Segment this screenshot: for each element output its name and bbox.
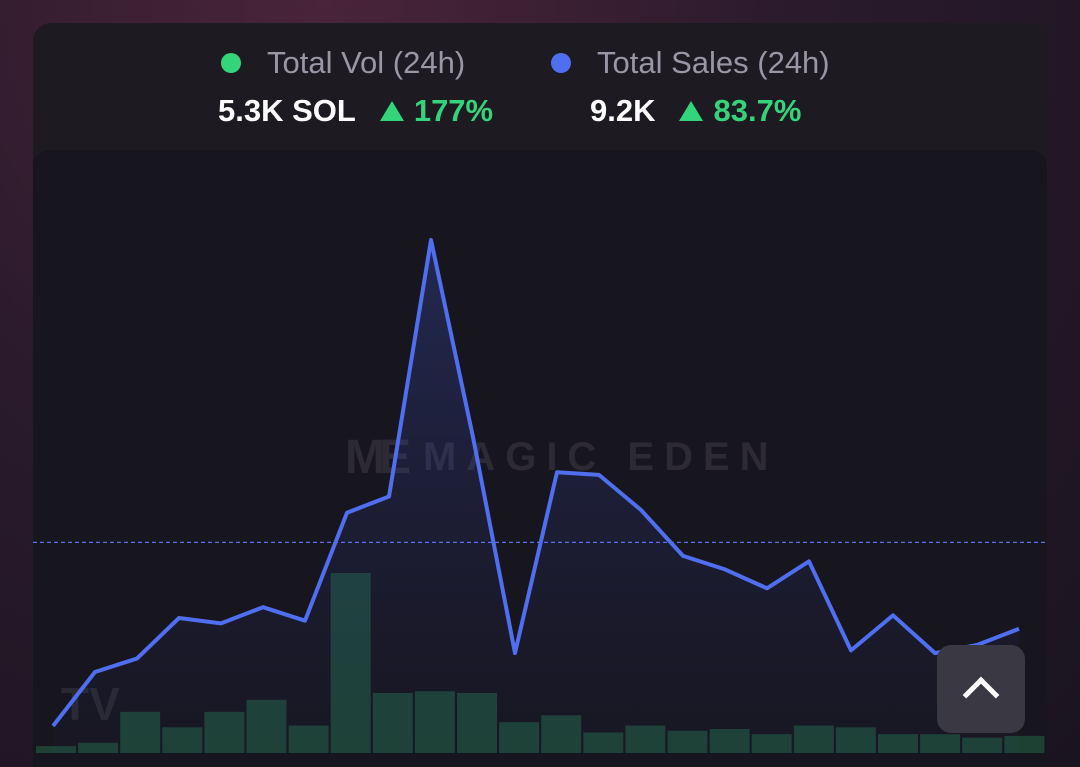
sales-area [53,240,1019,753]
sales-line [51,238,1020,728]
volume-change: 177% [413,93,494,128]
sales-label: Total Sales (24h) [597,45,830,80]
sales-dot-icon [551,53,571,73]
stats-card: Total Vol (24h) 5.3K SOL 177% Total Sale… [33,23,1047,767]
chart-plot[interactable]: ME MAGIC EDEN TV [33,150,1047,767]
scroll-to-top-button[interactable] [937,645,1025,733]
chart-svg [33,238,1047,753]
volume-value: 5.3K SOL [218,93,356,128]
sales-metric: Total Sales (24h) 9.2K 83.7% [551,45,830,133]
up-triangle-icon [679,101,704,121]
up-triangle-icon [379,101,404,121]
volume-dot-icon [221,53,241,73]
chevron-up-icon [962,676,1000,714]
sales-value: 9.2K [590,93,656,128]
sales-change: 83.7% [713,93,802,128]
chart-legend: Total Vol (24h) 5.3K SOL 177% Total Sale… [33,45,1047,145]
volume-metric: Total Vol (24h) 5.3K SOL 177% [218,45,494,133]
volume-label: Total Vol (24h) [267,45,466,80]
